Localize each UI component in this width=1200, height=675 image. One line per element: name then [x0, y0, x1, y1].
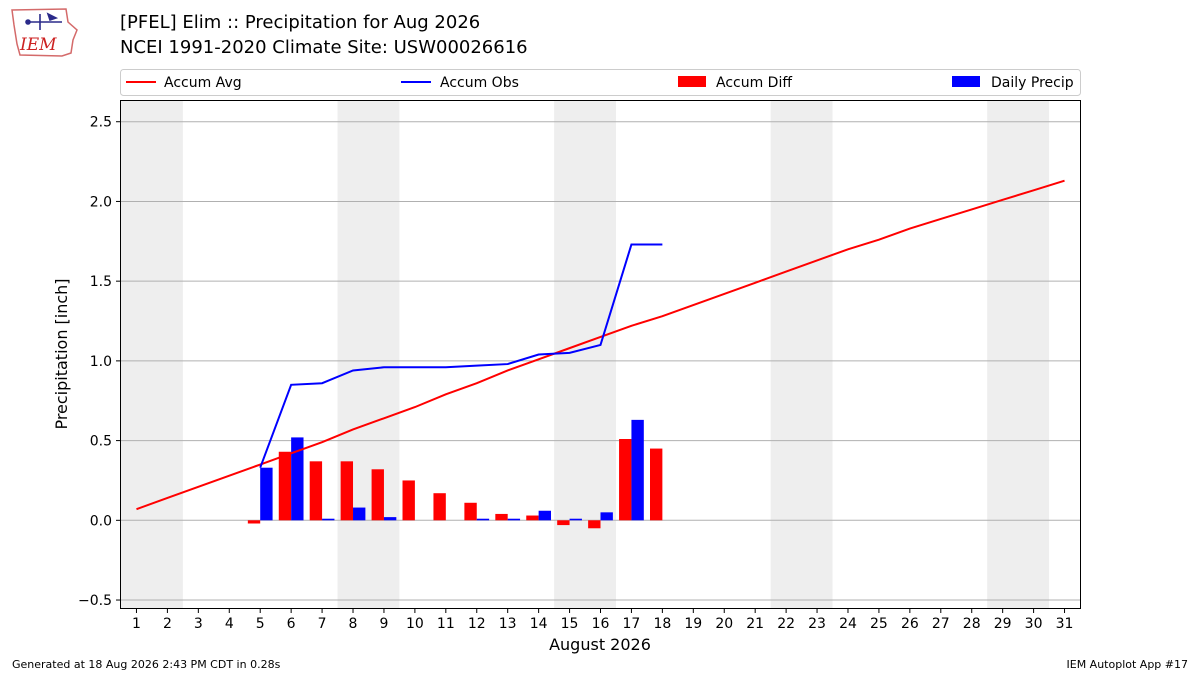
- accum-diff-bar-14: [526, 515, 539, 521]
- legend-item-accum-obs: Accum Obs: [401, 75, 519, 91]
- legend-label-accum-obs: Accum Obs: [440, 75, 519, 91]
- x-tick-label-6: 6: [287, 616, 296, 632]
- accum-obs-line: [259, 243, 663, 469]
- generated-footer: Generated at 18 Aug 2026 2:43 PM CDT in …: [12, 658, 281, 671]
- x-tick-label-14: 14: [530, 616, 548, 632]
- accum-diff-bars: [247, 439, 663, 529]
- x-tick-label-8: 8: [349, 616, 358, 632]
- logo-text: IEM: [19, 35, 57, 55]
- daily-precip-bar-6: [291, 437, 304, 521]
- daily-precip-bar-14: [538, 510, 552, 521]
- y-tick-label-2: 0.5: [90, 434, 112, 450]
- x-tick-label-30: 30: [1025, 616, 1043, 632]
- chart-title: [PFEL] Elim :: Precipitation for Aug 202…: [120, 12, 481, 33]
- y-tick-label-6: 2.5: [90, 115, 112, 131]
- x-tick-label-3: 3: [194, 616, 203, 632]
- legend-label-accum-avg: Accum Avg: [164, 75, 242, 91]
- daily-precip-bar-5: [260, 467, 273, 521]
- accum-diff-bar-18: [649, 448, 663, 521]
- weekend-band-4: [987, 101, 1050, 608]
- y-tick-label-3: 1.0: [90, 354, 112, 370]
- x-tick-label-15: 15: [561, 616, 579, 632]
- accum-diff-bar-15: [557, 520, 570, 526]
- accum-lines: [136, 179, 1065, 511]
- x-tick-label-21: 21: [746, 616, 764, 632]
- x-tick-label-19: 19: [684, 616, 702, 632]
- x-tick-label-13: 13: [499, 616, 517, 632]
- x-tick-label-26: 26: [901, 616, 919, 632]
- x-tick-label-11: 11: [437, 616, 455, 632]
- weather-station-icon: [25, 12, 62, 30]
- x-tick-label-5: 5: [256, 616, 265, 632]
- weekend-band-0: [121, 101, 183, 608]
- x-tick-label-17: 17: [623, 616, 641, 632]
- accum-diff-bar-6: [278, 451, 292, 521]
- app-footer: IEM Autoplot App #17: [1066, 658, 1189, 671]
- legend-frame: [120, 69, 1081, 96]
- x-tick-label-24: 24: [839, 616, 857, 632]
- daily-precip-bar-7: [322, 518, 335, 521]
- accum-diff-bar-12: [464, 502, 477, 521]
- y-axis: −0.5 0.0 0.5 1.0 1.5 2.0 2.5: [78, 115, 121, 609]
- x-tick-label-18: 18: [653, 616, 671, 632]
- accum-diff-bar-7: [309, 461, 323, 521]
- accum-diff-bar-17: [619, 439, 632, 521]
- x-tick-label-4: 4: [225, 616, 234, 632]
- x-tick-label-27: 27: [932, 616, 950, 632]
- daily-precip-bar-16: [600, 512, 613, 521]
- x-tick-label-2: 2: [163, 616, 172, 632]
- daily-precip-bars: [260, 419, 644, 521]
- legend-swatch-accum-diff: [678, 76, 706, 87]
- daily-precip-bar-15: [569, 518, 582, 521]
- weekend-band-1: [337, 101, 400, 608]
- daily-precip-bar-12: [476, 518, 490, 521]
- chart-subtitle: NCEI 1991-2020 Climate Site: USW00026616: [120, 37, 528, 58]
- y-tick-label-1: 0.0: [90, 513, 112, 529]
- y-tick-label-5: 2.0: [90, 194, 112, 210]
- legend-item-daily-precip: Daily Precip: [952, 75, 1074, 91]
- y-axis-label: Precipitation [inch]: [52, 278, 71, 429]
- legend-swatch-daily-precip: [952, 76, 980, 87]
- accum-diff-bar-13: [495, 513, 508, 521]
- x-tick-label-28: 28: [963, 616, 981, 632]
- x-axis: 1 2 3 4 5 6 7 8 9 10 11 12 13 14 15 16 17 18 19 20 21 22 23 24 2…: [132, 608, 1073, 632]
- weekend-bands: [121, 101, 1050, 608]
- x-tick-label-25: 25: [870, 616, 888, 632]
- accum-diff-bar-8: [340, 461, 354, 521]
- legend-label-accum-diff: Accum Diff: [716, 75, 792, 91]
- x-tick-label-12: 12: [468, 616, 486, 632]
- x-tick-label-9: 9: [379, 616, 388, 632]
- legend-item-accum-avg: Accum Avg: [126, 75, 242, 91]
- x-tick-label-23: 23: [808, 616, 826, 632]
- y-tick-label-0: −0.5: [78, 593, 112, 609]
- accum-diff-bar-5: [247, 520, 261, 524]
- accum-diff-bar-16: [588, 520, 601, 529]
- legend-item-accum-diff: Accum Diff: [678, 75, 792, 91]
- x-tick-label-10: 10: [406, 616, 424, 632]
- x-tick-label-22: 22: [777, 616, 795, 632]
- x-axis-label: August 2026: [549, 635, 651, 654]
- x-tick-label-7: 7: [318, 616, 327, 632]
- weekend-band-3: [770, 101, 833, 608]
- x-tick-label-16: 16: [592, 616, 610, 632]
- accum-diff-bar-9: [371, 469, 384, 521]
- daily-precip-bar-8: [353, 507, 366, 521]
- iem-logo: IEM: [11, 8, 78, 57]
- weekend-band-2: [554, 101, 616, 608]
- legend-label-daily-precip: Daily Precip: [991, 75, 1074, 91]
- x-tick-label-31: 31: [1056, 616, 1074, 632]
- y-tick-label-4: 1.5: [90, 274, 112, 290]
- x-tick-label-29: 29: [994, 616, 1012, 632]
- x-tick-label-20: 20: [715, 616, 733, 632]
- daily-precip-bar-9: [383, 517, 397, 521]
- accum-diff-bar-11: [433, 493, 446, 521]
- daily-precip-bar-13: [507, 518, 521, 521]
- accum-avg-line: [136, 179, 1065, 511]
- x-tick-label-1: 1: [132, 616, 141, 632]
- accum-diff-bar-10: [402, 480, 415, 521]
- legend: Accum Avg Accum Obs Accum Diff Daily Pre…: [120, 69, 1081, 96]
- daily-precip-bar-17: [631, 419, 644, 521]
